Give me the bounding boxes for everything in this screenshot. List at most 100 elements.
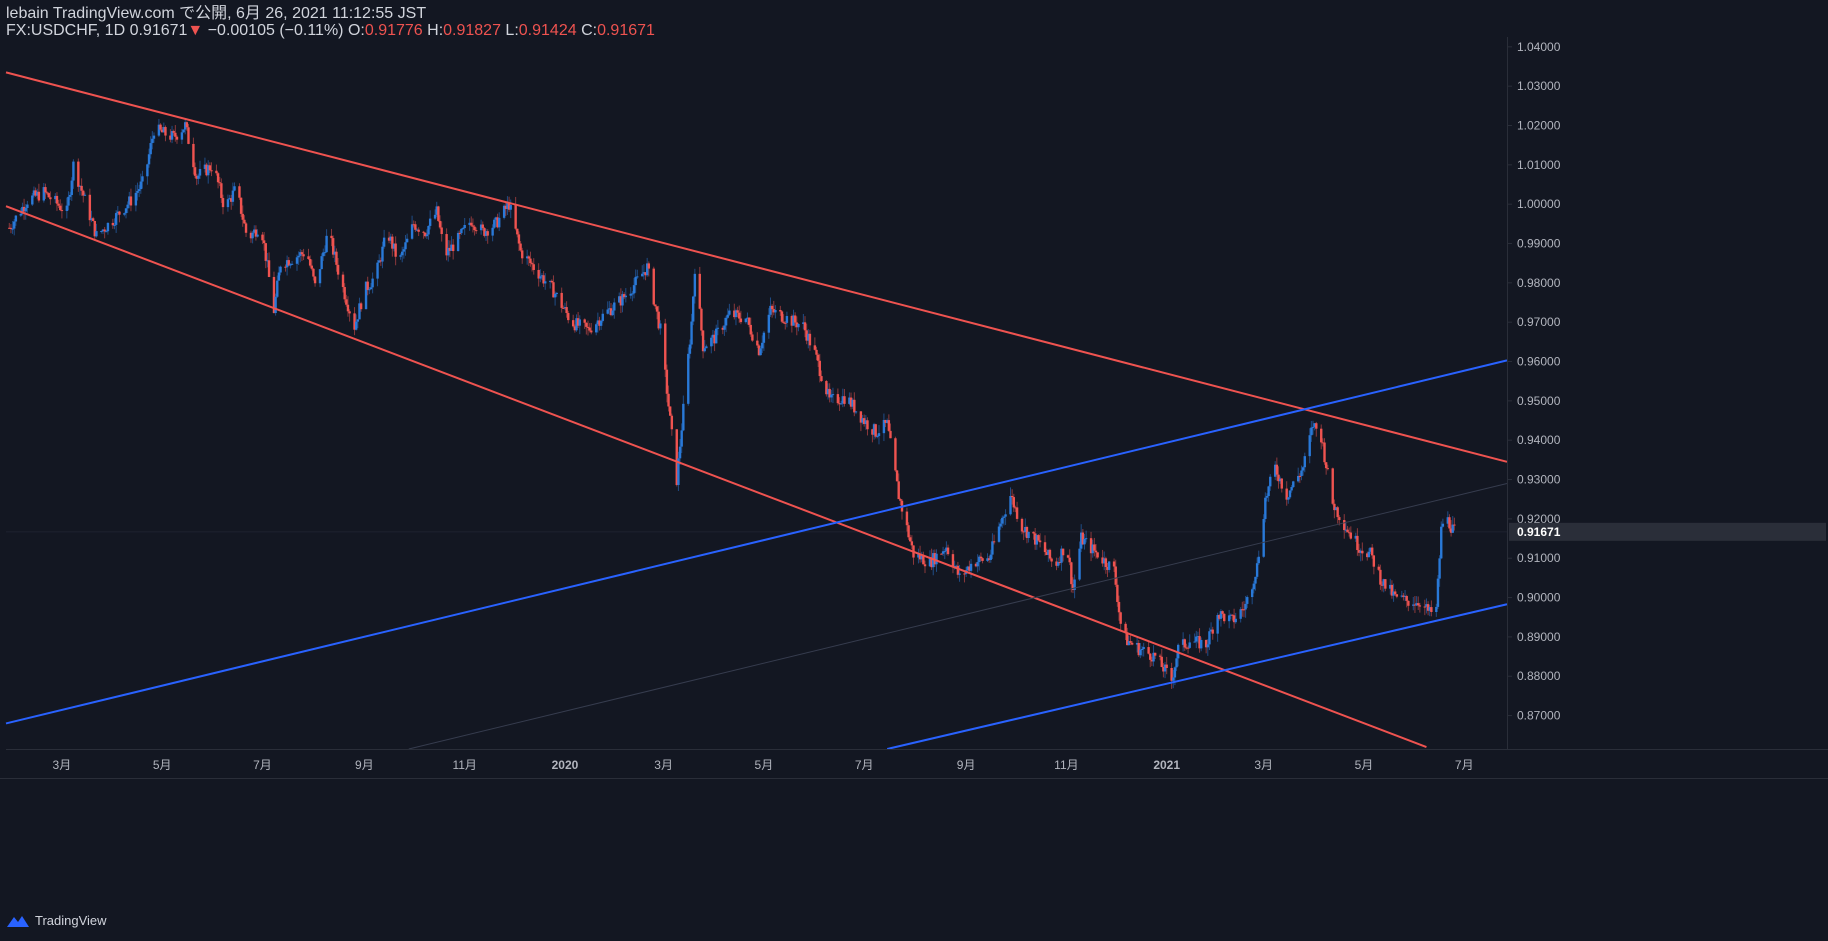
candle-body — [78, 185, 82, 187]
candle — [828, 383, 831, 403]
candle-body — [83, 194, 87, 196]
footer-brand[interactable]: TradingView — [6, 913, 107, 928]
candle — [687, 347, 690, 406]
candle — [456, 230, 460, 252]
candle-body — [287, 260, 290, 266]
candle-body — [1198, 636, 1201, 649]
candle — [805, 323, 808, 345]
candle — [379, 257, 383, 266]
candle-body — [210, 170, 213, 172]
candle-body — [479, 224, 483, 231]
candle-body — [226, 199, 230, 208]
candle — [1106, 562, 1109, 578]
candle — [576, 311, 580, 329]
candle — [772, 300, 775, 316]
candle — [160, 126, 164, 133]
candle — [343, 283, 346, 303]
candle — [724, 315, 728, 333]
candle — [149, 136, 152, 159]
candle — [277, 266, 281, 281]
candle-body — [762, 332, 766, 343]
candle — [333, 245, 337, 263]
candle — [1412, 596, 1415, 611]
candle-body — [493, 219, 496, 228]
candle-body — [1083, 538, 1086, 545]
candle-body — [553, 293, 557, 298]
candle-body — [460, 228, 463, 234]
candle — [641, 265, 644, 277]
candle — [253, 225, 256, 234]
candle-body — [905, 511, 909, 526]
candle — [1400, 590, 1403, 598]
candle-body — [864, 420, 868, 425]
candle-body — [256, 234, 259, 237]
candle-body — [986, 558, 989, 561]
candle-body — [1218, 615, 1221, 619]
candle — [233, 182, 236, 192]
candle-body — [297, 255, 300, 258]
candle-body — [517, 234, 521, 244]
candle-body — [1103, 558, 1106, 564]
candle — [45, 191, 49, 196]
candle-body — [563, 307, 567, 309]
candle — [479, 219, 483, 235]
candle-body — [1153, 652, 1157, 656]
candle-body — [746, 317, 749, 319]
symbol-label[interactable]: FX:USDCHF, 1D 0.91671 — [6, 22, 188, 39]
candles — [8, 118, 1456, 689]
candle-body — [1025, 526, 1029, 539]
candle — [820, 370, 823, 383]
candle — [1043, 535, 1047, 556]
candle-body — [34, 190, 37, 196]
candle — [448, 240, 452, 258]
candle — [67, 191, 70, 211]
candle — [254, 225, 258, 241]
candle-body — [65, 205, 69, 211]
candle-body — [1277, 474, 1280, 482]
candle — [290, 260, 294, 266]
candle-body — [80, 185, 83, 191]
candle — [404, 235, 407, 256]
candle-body — [588, 327, 591, 331]
candle — [1129, 635, 1132, 646]
candle — [739, 310, 743, 325]
candle — [941, 546, 945, 557]
candle-body — [1227, 615, 1231, 622]
candle — [279, 265, 282, 276]
candle-body — [502, 205, 506, 218]
candle-body — [622, 294, 626, 298]
candle-body — [1061, 548, 1065, 556]
candle-body — [160, 129, 164, 133]
candle-body — [428, 218, 432, 226]
candle-body — [230, 198, 233, 202]
candle-body — [836, 394, 840, 404]
candle — [1242, 601, 1246, 618]
candle — [399, 253, 402, 260]
candle — [1227, 609, 1231, 629]
candle-body — [387, 237, 391, 241]
candle-body — [583, 319, 586, 323]
candle-body — [1175, 658, 1178, 668]
candle-body — [289, 264, 292, 266]
candle-body — [838, 403, 841, 405]
candle — [1405, 594, 1408, 608]
candle-body — [956, 565, 960, 575]
candle-body — [945, 547, 948, 552]
candle-body — [123, 213, 126, 215]
candle — [106, 222, 110, 235]
candle — [221, 194, 225, 215]
candle — [693, 268, 697, 304]
candle-body — [1265, 496, 1269, 498]
candle — [295, 254, 299, 271]
candle — [1336, 505, 1339, 524]
candle-body — [1438, 558, 1441, 579]
candle-body — [318, 269, 322, 284]
candle — [124, 208, 128, 219]
candle-body — [335, 251, 338, 265]
candle — [634, 269, 637, 293]
candle-body — [1336, 507, 1339, 518]
candle — [1096, 552, 1099, 559]
candle — [1426, 601, 1430, 616]
candle — [336, 257, 340, 280]
